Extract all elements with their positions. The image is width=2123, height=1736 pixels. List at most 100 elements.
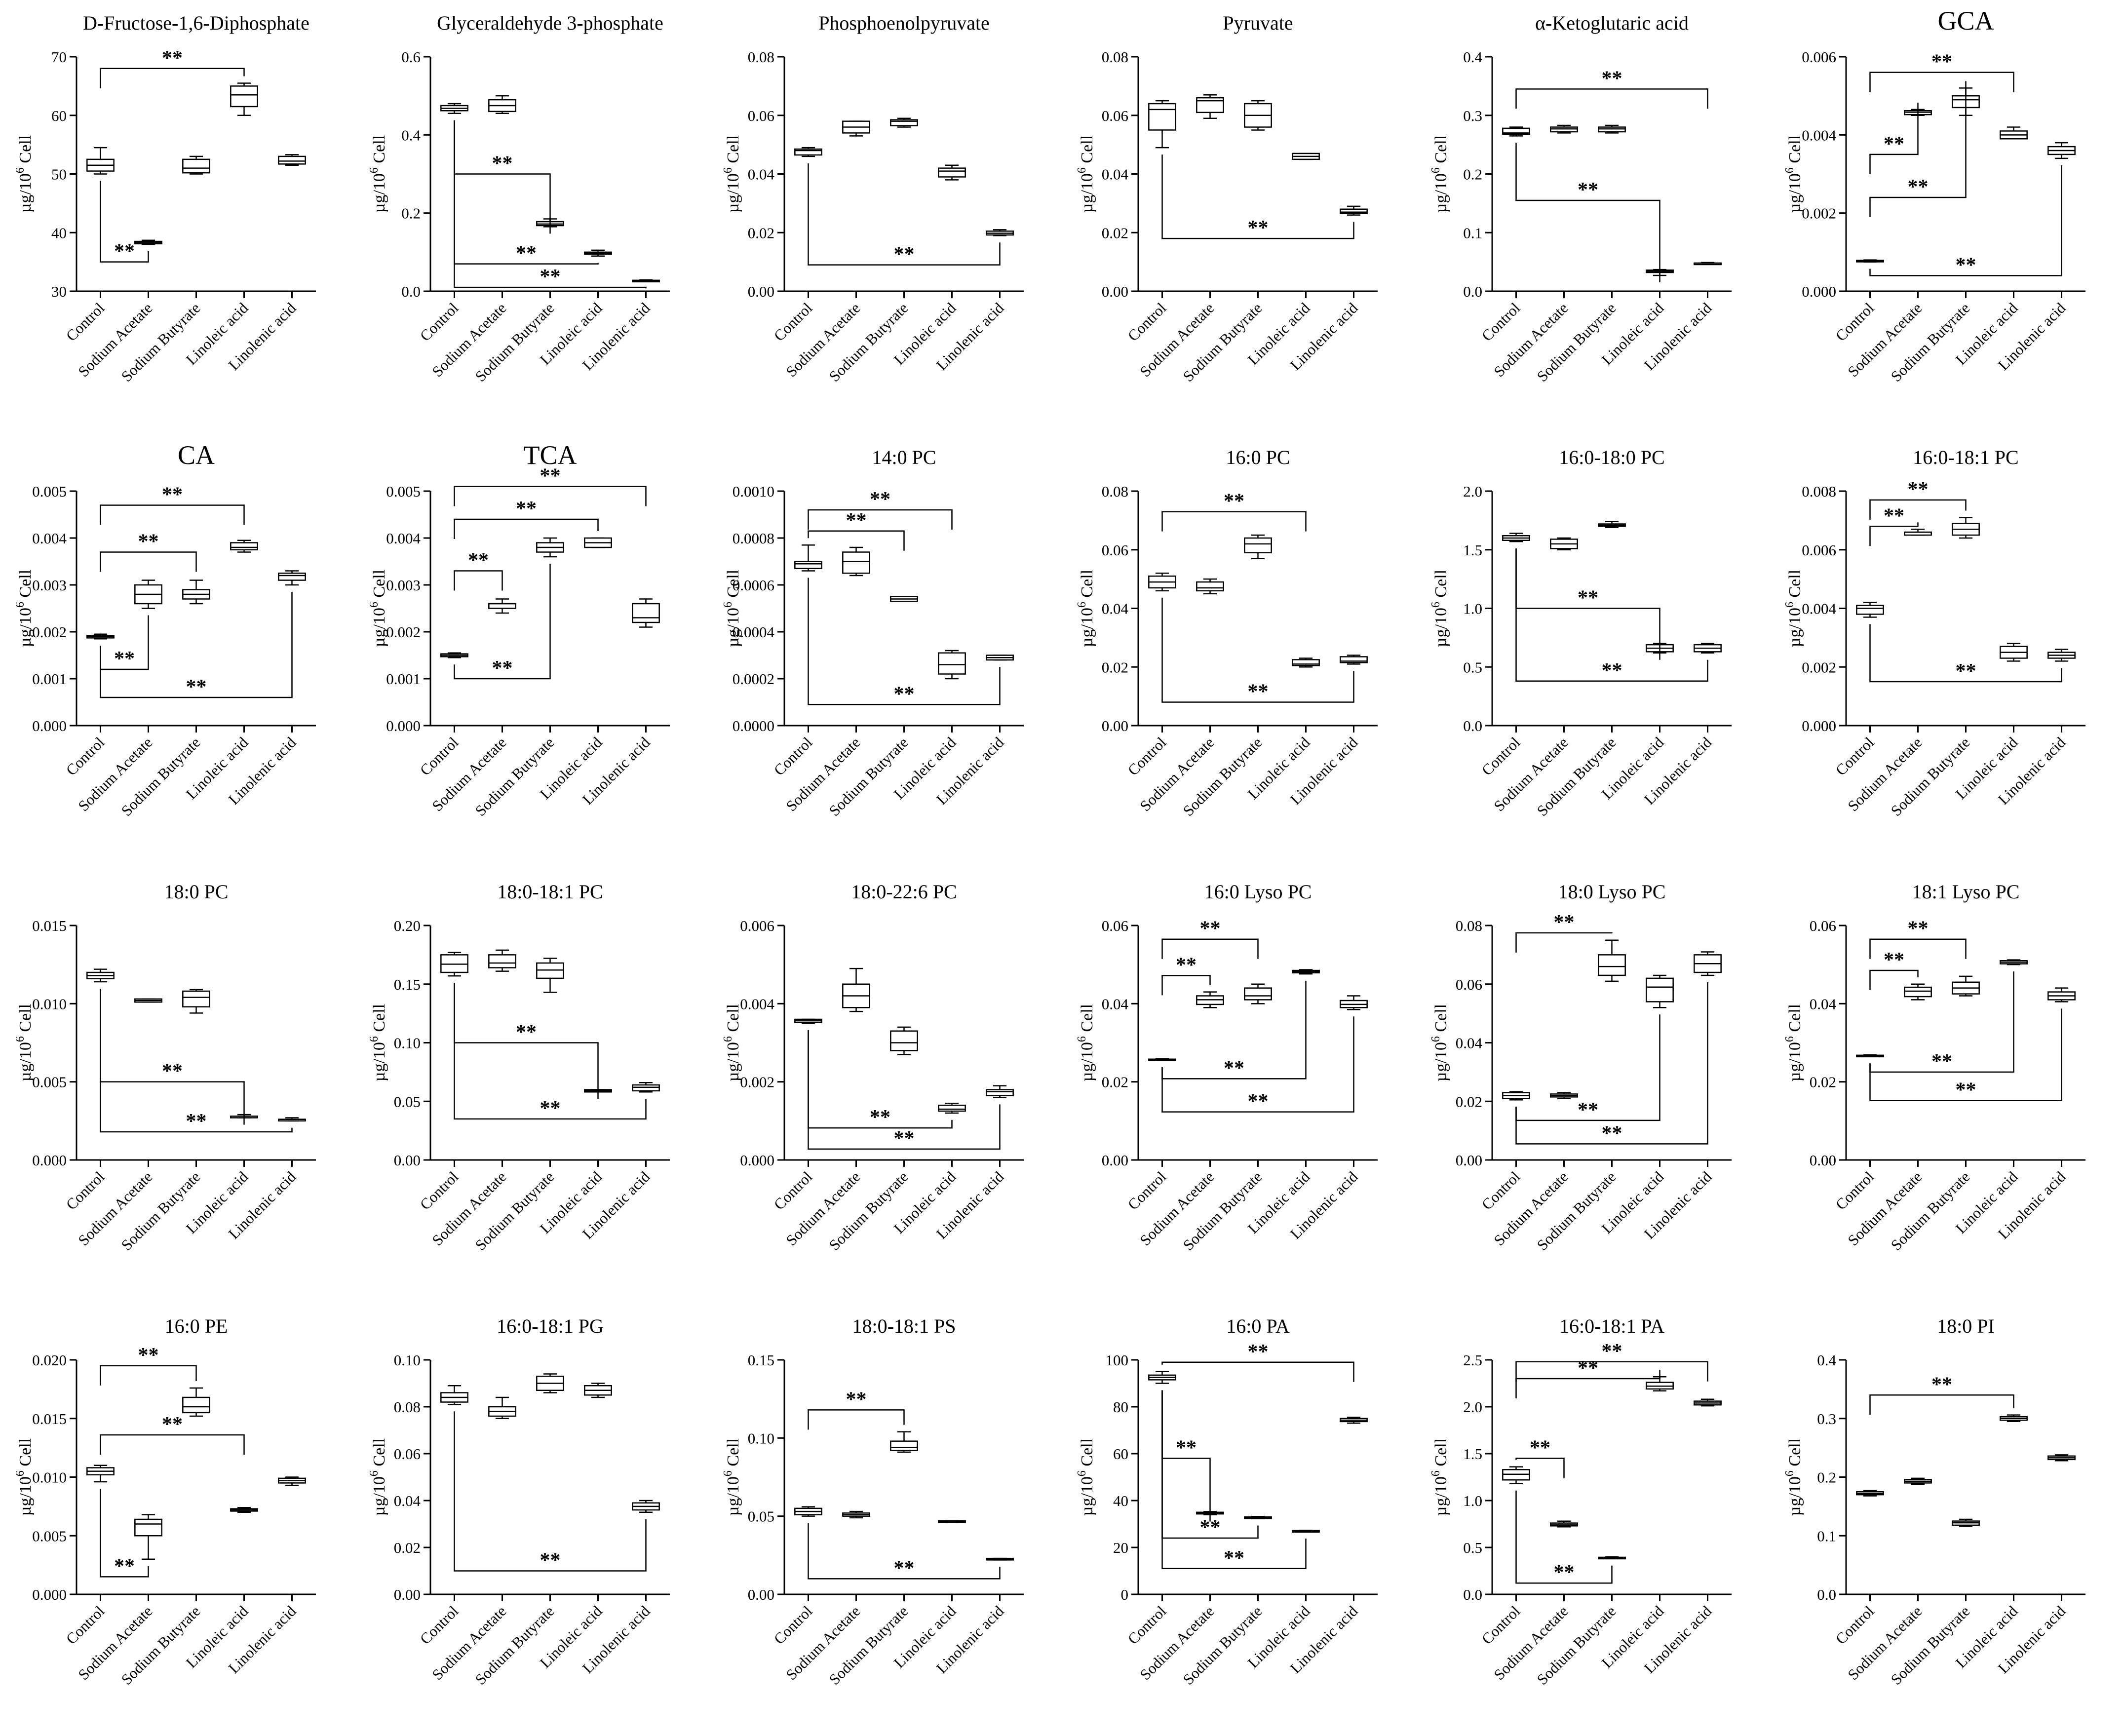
box-1 bbox=[1148, 573, 1176, 592]
bracket-line bbox=[454, 518, 599, 539]
significance-bracket: ** bbox=[454, 549, 503, 591]
box-4 bbox=[1292, 657, 1320, 668]
significance-bracket: ** bbox=[808, 1388, 905, 1430]
significance-bracket: ** bbox=[1515, 548, 1708, 682]
y-tick-label: 0.015 bbox=[32, 1410, 67, 1427]
chart-panel: Pyruvate 0.00 0.02 0.04 0.06 0.08 µg/106 Cell C… bbox=[1076, 12, 1378, 385]
chart-panel: GCA 0.000 0.002 0.004 0.006 µg/106 Cell Contro… bbox=[1783, 6, 2085, 385]
significance-label: ** bbox=[540, 1549, 561, 1572]
box-5 bbox=[632, 1082, 660, 1093]
y-tick-label: 0.04 bbox=[1102, 995, 1129, 1012]
chart-panel: 18:0 PC 0.000 0.005 0.010 0.015 µg/106 Cell Co… bbox=[14, 881, 316, 1254]
chart-title: TCA bbox=[524, 440, 577, 470]
significance-label: ** bbox=[846, 1388, 867, 1411]
box-iqr bbox=[938, 652, 966, 675]
x-tick-label: Control bbox=[771, 1602, 816, 1648]
x-tick-label: Control bbox=[63, 299, 108, 345]
chart-title: GCA bbox=[1937, 6, 1994, 36]
box-2 bbox=[842, 546, 870, 577]
y-tick-label: 0.0002 bbox=[733, 670, 774, 688]
y-tick-label: 0.004 bbox=[32, 530, 67, 547]
y-tick-label: 0.003 bbox=[386, 577, 421, 594]
y-tick-label: 0.06 bbox=[748, 107, 774, 124]
significance-label: ** bbox=[1884, 949, 1904, 971]
y-tick-label: 0.04 bbox=[1102, 600, 1129, 617]
y-tick-label: 0.006 bbox=[1802, 541, 1836, 559]
y-tick-label: 0.000 bbox=[32, 1152, 67, 1169]
bracket-line bbox=[1515, 982, 1708, 1145]
x-tick-label: Control bbox=[1124, 733, 1170, 779]
y-tick-label: 0.15 bbox=[748, 1351, 774, 1369]
significance-label: ** bbox=[162, 1060, 183, 1083]
box-5 bbox=[278, 1117, 306, 1122]
box-2 bbox=[134, 579, 162, 609]
box-iqr bbox=[1340, 656, 1368, 663]
significance-bracket: ** bbox=[1161, 154, 1354, 239]
significance-bracket: ** bbox=[808, 1523, 1001, 1580]
y-tick-label: 0.000 bbox=[1802, 717, 1836, 734]
y-tick-label: 0.02 bbox=[1102, 224, 1128, 241]
y-tick-label: 0.5 bbox=[1463, 1539, 1482, 1556]
y-tick-label: 0.02 bbox=[394, 1539, 421, 1556]
box-3 bbox=[182, 579, 210, 605]
x-tick-label: Control bbox=[1124, 1602, 1170, 1648]
box-1 bbox=[794, 544, 822, 572]
y-tick-label: 0.2 bbox=[1463, 166, 1482, 183]
box-4 bbox=[584, 249, 612, 257]
y-axis-label: µg/106 Cell bbox=[1783, 570, 1804, 647]
box-3 bbox=[182, 989, 210, 1014]
y-tick-label: 0.00 bbox=[1102, 1152, 1128, 1169]
significance-bracket: ** bbox=[1515, 911, 1613, 953]
significance-label: ** bbox=[1248, 681, 1269, 703]
y-axis-label: µg/106 Cell bbox=[14, 1004, 35, 1081]
box-1 bbox=[440, 652, 468, 658]
box-1 bbox=[86, 968, 115, 983]
significance-bracket: ** bbox=[100, 615, 149, 670]
y-tick-label: 0.006 bbox=[1802, 48, 1836, 66]
box-3 bbox=[890, 1026, 918, 1055]
significance-label: ** bbox=[1224, 490, 1244, 513]
significance-label: ** bbox=[1554, 1561, 1575, 1584]
chart-panel: 18:0 Lyso PC 0.00 0.02 0.04 0.06 0.08 µg/106 C… bbox=[1429, 881, 1732, 1254]
chart-title: Pyruvate bbox=[1223, 12, 1293, 34]
y-axis-label: µg/106 Cell bbox=[722, 1004, 742, 1081]
box-5 bbox=[2047, 987, 2076, 1003]
y-tick-label: 0.003 bbox=[32, 577, 67, 594]
y-tick-label: 1.0 bbox=[1463, 1492, 1482, 1509]
box-1 bbox=[1856, 259, 1884, 263]
significance-label: ** bbox=[1578, 179, 1598, 201]
box-iqr bbox=[1340, 208, 1368, 214]
chart-panel: 16:0-18:1 PG 0.00 0.02 0.04 0.06 0.08 0.10 µg/1… bbox=[368, 1315, 670, 1688]
box-1 bbox=[1856, 602, 1884, 618]
box-5 bbox=[1340, 205, 1368, 216]
significance-label: ** bbox=[894, 1557, 915, 1580]
box-2 bbox=[1550, 1092, 1578, 1099]
significance-label: ** bbox=[1578, 1357, 1598, 1380]
chart-panel: Phosphoenolpyruvate 0.00 0.02 0.04 0.06 0.08 µ… bbox=[722, 12, 1024, 385]
significance-bracket: ** bbox=[1515, 143, 1660, 282]
significance-bracket: ** bbox=[454, 983, 599, 1099]
box-3 bbox=[890, 117, 918, 128]
significance-bracket: ** bbox=[1869, 51, 2014, 92]
significance-label: ** bbox=[468, 549, 489, 572]
y-tick-label: 0.001 bbox=[386, 670, 421, 688]
bracket-line bbox=[1161, 1361, 1354, 1382]
y-axis-label: µg/106 Cell bbox=[1076, 1004, 1096, 1081]
bracket-line bbox=[454, 564, 551, 680]
y-tick-label: 0.002 bbox=[1802, 205, 1836, 222]
box-1 bbox=[1856, 1054, 1884, 1058]
significance-label: ** bbox=[186, 676, 207, 698]
significance-bracket: ** bbox=[1515, 1014, 1660, 1121]
significance-label: ** bbox=[870, 488, 890, 511]
bracket-line bbox=[454, 120, 551, 234]
y-tick-label: 40 bbox=[1113, 1492, 1128, 1509]
y-tick-label: 50 bbox=[51, 166, 67, 183]
y-tick-label: 0.0006 bbox=[733, 577, 774, 594]
chart-title: 18:0 Lyso PC bbox=[1558, 881, 1666, 903]
y-tick-label: 0.0 bbox=[1463, 283, 1482, 300]
box-4 bbox=[1292, 1530, 1320, 1533]
box-5 bbox=[1694, 951, 1722, 976]
y-tick-label: 0.002 bbox=[740, 1074, 774, 1091]
significance-label: ** bbox=[114, 240, 135, 263]
